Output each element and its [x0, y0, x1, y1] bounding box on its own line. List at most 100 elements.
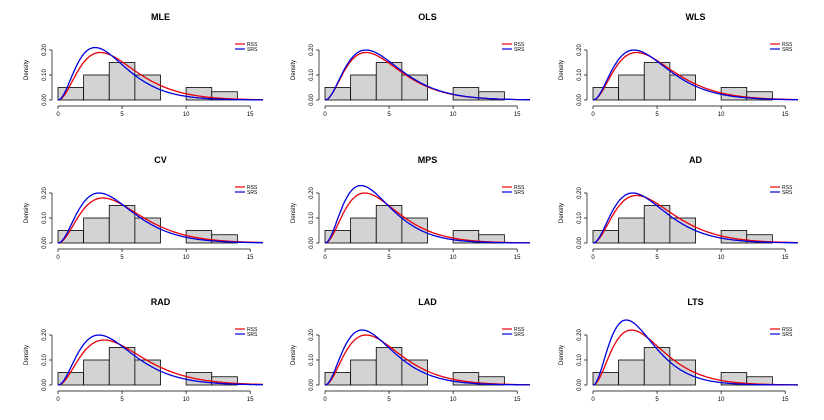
y-tick-label: 0.20 — [577, 329, 583, 341]
y-tick-label: 0.20 — [309, 187, 315, 199]
panel-title: OLS — [418, 12, 437, 22]
x-tick-label: 10 — [183, 255, 190, 261]
y-axis-label: Density — [291, 203, 297, 223]
legend-label-srs: SRS — [782, 47, 793, 53]
x-tick-label: 15 — [514, 255, 521, 261]
x-tick-label: 15 — [782, 255, 789, 261]
density-curve-srs — [324, 184, 530, 244]
x-tick-label: 0 — [323, 112, 327, 118]
y-tick-label: 0.10 — [309, 212, 315, 224]
legend-label-srs: SRS — [247, 47, 258, 53]
x-tick-label: 10 — [718, 112, 725, 118]
legend-label-srs: SRS — [514, 47, 525, 53]
x-tick-label: 5 — [387, 397, 391, 403]
y-tick-label: 0.10 — [577, 354, 583, 366]
panel-title: RAD — [151, 297, 171, 307]
y-axis-label: Density — [24, 345, 30, 365]
panel-title: WLS — [686, 12, 706, 22]
density-curve-rss — [57, 339, 263, 386]
histogram-bar — [618, 217, 645, 244]
legend-label-rss: RSS — [782, 42, 793, 48]
y-axis-label: Density — [559, 203, 565, 223]
x-tick-label: 5 — [655, 255, 659, 261]
histogram-bar — [211, 234, 238, 244]
x-tick-label: 10 — [718, 397, 725, 403]
histogram-bar — [618, 359, 645, 386]
panel-title: MLE — [151, 12, 170, 22]
y-tick-label: 0.10 — [42, 212, 48, 224]
x-tick-label: 15 — [514, 397, 521, 403]
x-tick-label: 5 — [387, 112, 391, 118]
y-axis-label: Density — [559, 345, 565, 365]
histogram-bar — [746, 234, 773, 244]
histogram-bar — [83, 74, 110, 101]
y-tick-label: 0.10 — [42, 69, 48, 81]
x-tick-label: 15 — [247, 255, 254, 261]
histogram-bar — [108, 347, 136, 386]
x-tick-label: 5 — [655, 112, 659, 118]
x-tick-label: 15 — [247, 397, 254, 403]
density-curve-rss — [592, 194, 798, 244]
legend-label-srs: SRS — [514, 190, 525, 196]
density-curve-srs — [324, 49, 530, 101]
histogram-bar — [350, 74, 377, 101]
density-curve-srs — [592, 192, 798, 244]
y-tick-label: 0.20 — [309, 329, 315, 341]
histogram-bar — [643, 62, 671, 101]
density-curve-srs — [592, 319, 798, 386]
x-tick-label: 15 — [514, 112, 521, 118]
x-tick-label: 10 — [450, 397, 457, 403]
y-tick-label: 0.20 — [42, 187, 48, 199]
histogram-bar — [83, 359, 110, 386]
y-tick-label: 0.00 — [577, 379, 583, 391]
y-tick-label: 0.20 — [577, 44, 583, 56]
histogram-bar — [478, 376, 505, 386]
x-tick-label: 0 — [591, 255, 595, 261]
y-tick-label: 0.00 — [309, 94, 315, 106]
y-tick-label: 0.10 — [309, 69, 315, 81]
x-tick-label: 0 — [56, 255, 60, 261]
x-tick-label: 10 — [183, 397, 190, 403]
panel-title: CV — [154, 155, 167, 165]
x-tick-label: 0 — [56, 112, 60, 118]
x-tick-label: 5 — [655, 397, 659, 403]
histogram-bar — [375, 347, 403, 386]
legend-label-srs: SRS — [247, 332, 258, 338]
density-curve-srs — [592, 49, 798, 101]
x-tick-label: 10 — [183, 112, 190, 118]
histogram-bar — [83, 217, 110, 244]
y-tick-label: 0.20 — [42, 329, 48, 341]
x-tick-label: 5 — [120, 255, 124, 261]
histogram-bar — [618, 74, 645, 101]
y-tick-label: 0.10 — [42, 354, 48, 366]
y-tick-label: 0.00 — [577, 94, 583, 106]
density-curve-srs — [57, 334, 263, 386]
y-tick-label: 0.20 — [309, 44, 315, 56]
y-tick-label: 0.00 — [42, 237, 48, 249]
panel-title: LTS — [687, 297, 703, 307]
legend-label-rss: RSS — [782, 327, 793, 333]
density-curve-rss — [57, 51, 263, 101]
x-tick-label: 15 — [782, 397, 789, 403]
y-tick-label: 0.10 — [309, 354, 315, 366]
x-tick-label: 10 — [450, 255, 457, 261]
legend-label-srs: SRS — [782, 332, 793, 338]
density-curve-srs — [324, 329, 530, 386]
x-tick-label: 0 — [323, 397, 327, 403]
histogram-bar — [350, 359, 377, 386]
y-tick-label: 0.20 — [42, 44, 48, 56]
y-tick-label: 0.00 — [42, 94, 48, 106]
y-tick-label: 0.10 — [577, 69, 583, 81]
y-tick-label: 0.00 — [42, 379, 48, 391]
x-tick-label: 0 — [323, 255, 327, 261]
histogram-bar — [350, 217, 377, 244]
x-tick-label: 5 — [387, 255, 391, 261]
